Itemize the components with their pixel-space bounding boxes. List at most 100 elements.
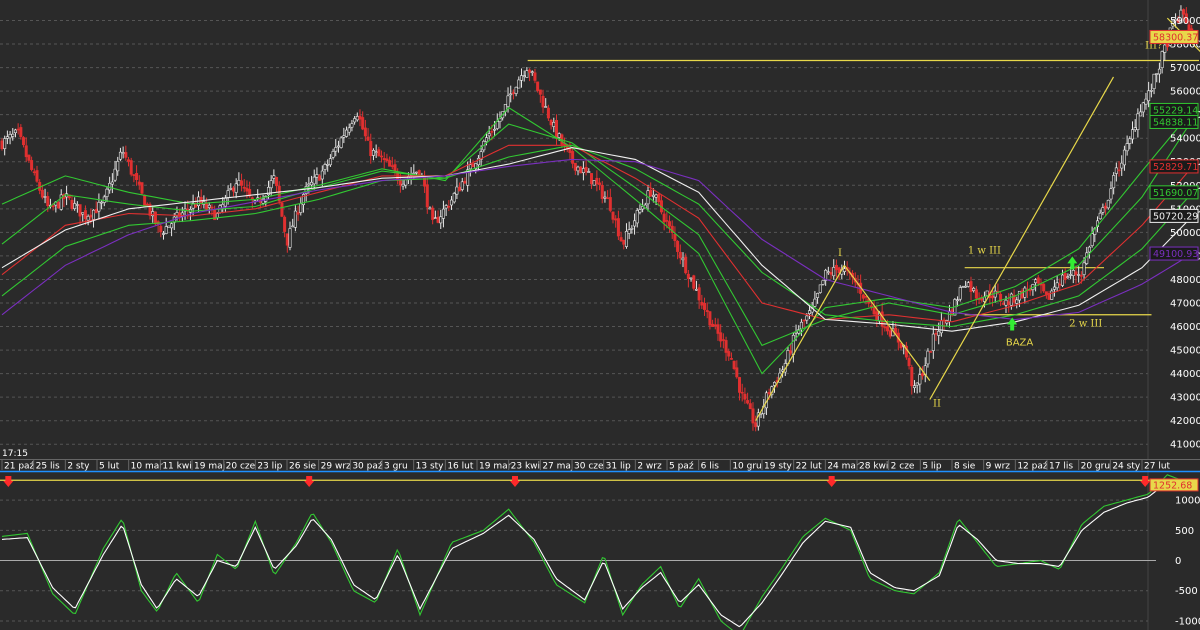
candle-body <box>1114 167 1118 174</box>
ma-value-badge <box>1149 159 1199 174</box>
candle-body <box>568 148 572 153</box>
candle-body <box>773 382 777 386</box>
candle-body <box>444 205 448 209</box>
x-tick-label: 23 kwi <box>511 462 540 472</box>
candle-body <box>517 79 521 89</box>
candle-body <box>35 170 39 182</box>
x-tick-label: 22 lut <box>796 462 823 472</box>
candle-body <box>1104 205 1108 209</box>
x-tick-label: 12 paź <box>1017 462 1048 472</box>
y-tick-label: 43000 <box>1170 393 1200 404</box>
trend-line <box>755 265 845 421</box>
candle-body <box>684 256 688 274</box>
x-tick-label: 11 kwi <box>162 462 191 472</box>
wave-annotation: BAZA <box>1006 337 1034 348</box>
candle-body <box>32 171 36 174</box>
candle-body <box>802 319 806 322</box>
candle-body <box>358 115 362 120</box>
osc-y-tick-label: 1000 <box>1175 496 1200 507</box>
candle-body <box>614 218 618 221</box>
candle-body <box>388 160 392 167</box>
candle-body <box>552 121 556 127</box>
candle-body <box>1128 138 1132 144</box>
candle-body <box>382 158 386 161</box>
candle-body <box>1055 282 1059 289</box>
up-arrow-icon <box>1007 317 1018 331</box>
candle-body <box>509 93 513 96</box>
down-arrow-icon <box>304 476 315 487</box>
candle-body <box>1009 293 1013 306</box>
candle-body <box>993 290 997 298</box>
candle-body <box>589 173 593 185</box>
candle-body <box>746 400 750 404</box>
candle-body <box>153 211 157 225</box>
candle-body <box>999 293 1003 302</box>
candle-body <box>361 117 365 130</box>
candle-body <box>24 145 28 158</box>
candle-body <box>1069 274 1073 276</box>
candle-body <box>151 211 155 217</box>
candle-body <box>681 257 685 261</box>
candle-body <box>8 134 12 139</box>
x-tick-label: 2 sty <box>67 462 90 472</box>
candle-body <box>86 215 90 221</box>
candle-body <box>651 194 655 197</box>
candle-body <box>735 367 739 378</box>
candle-body <box>538 89 542 95</box>
moving-average-line <box>1 158 1190 321</box>
candle-body <box>522 75 526 77</box>
candle-body <box>264 195 268 202</box>
candle-body <box>5 136 9 139</box>
y-tick-label: 58000 <box>1170 40 1200 51</box>
candle-body <box>829 272 833 275</box>
x-axis-strip <box>0 459 1200 470</box>
y-tick-label: 45000 <box>1170 346 1200 357</box>
y-tick-label: 41000 <box>1170 440 1200 451</box>
ma-value-badge <box>1149 185 1199 200</box>
candle-body <box>1133 127 1137 131</box>
moving-average-line <box>1 106 1190 375</box>
osc-y-tick-label: 0 <box>1175 556 1181 567</box>
candle-body <box>132 174 136 176</box>
candle-body <box>1071 270 1075 276</box>
candle-body <box>415 171 419 174</box>
current-price-badge <box>1149 29 1199 44</box>
candle-body <box>474 163 478 170</box>
osc-y-tick-label: 500 <box>1175 526 1194 537</box>
candle-body <box>452 193 456 203</box>
candle-body <box>633 220 637 227</box>
candle-body <box>1050 290 1054 300</box>
candle-body <box>353 118 357 123</box>
candle-body <box>907 357 911 367</box>
down-arrow-icon <box>510 476 520 487</box>
candle-body <box>1117 169 1121 172</box>
oscillator-line <box>1 474 1188 630</box>
x-tick-label: 27 maj <box>542 462 573 472</box>
candle-body <box>450 199 454 206</box>
candle-body <box>148 204 152 216</box>
candle-body <box>455 186 459 195</box>
candle-body <box>1001 303 1005 305</box>
down-arrow-icon <box>1140 476 1151 487</box>
x-tick-label: 16 lut <box>447 462 474 472</box>
x-tick-label: 25 lis <box>36 462 60 472</box>
candle-body <box>140 182 144 194</box>
candle-body <box>436 216 440 223</box>
candle-body <box>1017 290 1021 301</box>
candle-body <box>1120 162 1124 169</box>
candle-body <box>635 210 639 224</box>
candle-body <box>966 282 970 287</box>
candle-body <box>1144 98 1148 105</box>
candle-body <box>668 221 672 227</box>
candle-body <box>374 151 378 154</box>
candle-body <box>689 277 693 280</box>
candle-body <box>293 210 297 228</box>
candle-body <box>813 298 817 307</box>
candle-body <box>350 123 354 128</box>
trend-line <box>929 76 1115 400</box>
candle-body <box>16 128 20 131</box>
candle-body <box>234 183 238 193</box>
candle-body <box>581 168 585 173</box>
ma-value-label: 55229.14 <box>1153 105 1198 116</box>
